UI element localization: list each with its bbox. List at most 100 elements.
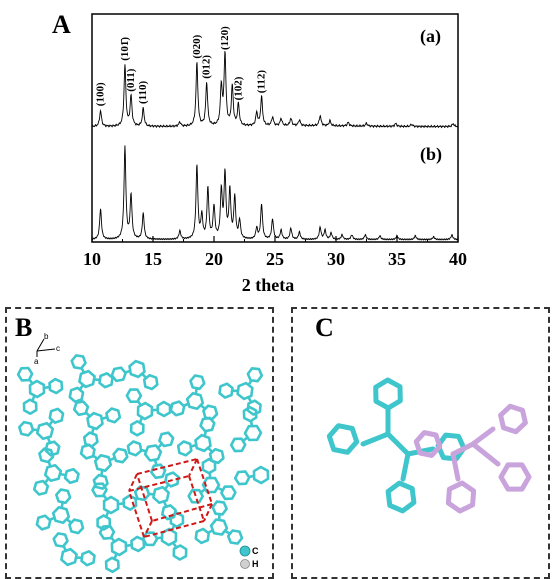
phenyl-ring <box>112 447 129 464</box>
phenyl-ring <box>158 431 175 448</box>
phenyl-ring <box>498 462 532 492</box>
phenyl-ring <box>32 479 50 496</box>
phenyl-ring <box>91 482 108 498</box>
phenyl-ring <box>233 470 251 486</box>
bond <box>164 483 170 490</box>
bond <box>217 486 224 492</box>
phenyl-ring <box>63 467 80 485</box>
phenyl-ring <box>105 407 122 424</box>
phenyl-ring <box>169 400 186 417</box>
bond <box>125 543 133 547</box>
phenyl-ring <box>22 398 38 415</box>
phenyl-ring <box>128 359 146 379</box>
phenyl-ring <box>201 457 217 475</box>
atom-legend: C H <box>239 545 259 569</box>
unit-cell <box>128 458 213 538</box>
bond <box>66 518 72 524</box>
peak-label: (101̄) <box>119 37 131 61</box>
bond <box>450 451 461 482</box>
peak-label: (100) <box>95 82 107 106</box>
bond <box>172 542 178 549</box>
phenyl-ring <box>104 556 120 574</box>
phenyl-ring <box>129 420 145 437</box>
x-tick-label: 30 <box>327 249 345 269</box>
phenyl-ring <box>236 381 254 401</box>
phenyl-ring <box>194 527 210 545</box>
phenyl-ring <box>156 400 172 418</box>
axis-label-b: b <box>44 332 49 341</box>
panel-label-a: A <box>52 10 71 39</box>
bond <box>190 443 197 448</box>
unit-cell-edge <box>128 473 138 492</box>
phenyl-ring <box>445 480 477 514</box>
peak-label: (012) <box>201 55 213 79</box>
phenyl-ring <box>35 421 55 441</box>
unit-cell-edge <box>188 458 198 477</box>
phenyl-ring <box>48 377 64 395</box>
phenyl-ring <box>98 524 116 540</box>
phenyl-ring <box>133 485 151 502</box>
phenyl-ring <box>92 473 109 490</box>
x-tick-label: 10 <box>83 249 101 269</box>
phenyl-ring <box>98 372 114 389</box>
phenyl-ring <box>80 550 96 567</box>
bond <box>91 427 95 435</box>
x-tick-label: 35 <box>388 249 406 269</box>
legend-label-c: C <box>252 546 259 556</box>
bond <box>163 500 168 508</box>
bond <box>59 472 67 477</box>
unit-cell-edge <box>128 475 190 492</box>
panel-label-c: C <box>315 313 334 342</box>
bond <box>385 431 411 457</box>
unit-cell-edge <box>143 520 153 538</box>
phenyl-ring <box>220 485 237 501</box>
x-tick-label: 15 <box>144 249 162 269</box>
panel-label-b: B <box>15 313 33 342</box>
molecule-packing <box>16 354 270 574</box>
bond <box>43 385 51 390</box>
series-a-line <box>91 51 459 129</box>
axis-label-a: a <box>34 357 39 365</box>
phenyl-ring <box>164 471 180 488</box>
phenyl-ring <box>229 437 247 453</box>
phenyl-ring <box>68 386 85 403</box>
phenyl-ring <box>152 485 170 505</box>
phenyl-ring <box>48 407 65 424</box>
bond <box>105 511 110 518</box>
bond <box>101 416 108 420</box>
x-tick-label: 25 <box>266 249 284 269</box>
axis-label-c: c <box>56 344 60 353</box>
phenyl-ring <box>209 518 229 536</box>
phenyl-ring <box>44 440 61 457</box>
phenyl-ring <box>385 480 417 514</box>
unit-cell-edge <box>128 490 145 538</box>
bond <box>207 447 213 453</box>
molecule-2 <box>413 403 532 514</box>
phenyl-ring <box>136 401 154 421</box>
phenyl-ring <box>252 465 270 485</box>
phenyl-ring <box>246 366 264 383</box>
phenyl-ring <box>102 495 120 515</box>
phenyl-ring <box>201 476 221 494</box>
bond <box>79 384 84 391</box>
bond <box>360 431 391 447</box>
series-b-line <box>91 145 459 241</box>
phenyl-ring <box>326 423 360 455</box>
bond <box>247 396 253 403</box>
phenyl-ring <box>187 488 204 504</box>
phenyl-ring <box>189 374 206 391</box>
unit-cell-edge <box>136 458 198 475</box>
bond <box>400 451 411 482</box>
unit-cell-edge <box>136 473 153 522</box>
panel-b: B b c a C H <box>5 307 274 579</box>
phenyl-ring <box>246 399 262 416</box>
bond <box>200 404 206 410</box>
phenyl-ring <box>52 532 69 548</box>
phenyl-ring <box>150 463 167 480</box>
x-tick-label: 40 <box>449 249 467 269</box>
molecule-overlay-image <box>326 377 532 514</box>
bond <box>153 459 158 466</box>
bond <box>157 443 163 449</box>
x-axis: 10 15 20 25 30 35 40 <box>83 236 467 269</box>
bond <box>138 417 144 424</box>
